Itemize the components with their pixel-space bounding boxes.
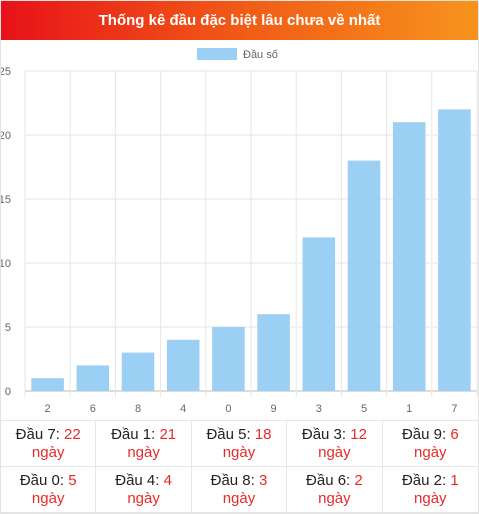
stat-label: Đầu 0:	[19, 472, 69, 489]
stat-cell: Đầu 9: 6 ngày	[382, 421, 478, 467]
stat-value: 2	[354, 472, 363, 489]
bar	[438, 109, 471, 392]
x-tick-label: 5	[361, 403, 367, 415]
stat-unit: ngày	[31, 490, 65, 507]
y-tick-label: 20	[1, 130, 11, 142]
stat-unit: ngày	[414, 444, 447, 461]
stat-value: 22	[64, 426, 81, 443]
x-tick-label: 4	[180, 403, 186, 415]
stat-value: 21	[159, 426, 177, 443]
stat-cell: Đầu 6: 2 ngày	[287, 467, 383, 513]
stat-cell: Đầu 2: 1 ngày	[382, 467, 478, 513]
bar	[257, 314, 290, 391]
stat-label: Đầu 1:	[111, 426, 160, 443]
stat-value: 12	[350, 426, 367, 443]
stat-value: 1	[450, 472, 459, 489]
stat-unit: ngày	[222, 444, 256, 461]
stat-label: Đầu 8:	[210, 472, 259, 489]
y-tick-label: 10	[1, 258, 11, 270]
bar	[347, 160, 381, 391]
panel-title-text: Thống kê đầu đặc biệt lâu chưa về nhất	[98, 12, 381, 29]
stat-unit: ngày	[31, 444, 65, 461]
stat-cell: Đầu 5: 18 ngày	[191, 421, 288, 467]
stat-unit: ngày	[127, 490, 160, 507]
y-tick-label: 25	[1, 66, 11, 78]
stat-cell: Đầu 1: 21 ngày	[96, 421, 192, 467]
stat-label: Đầu 6:	[306, 472, 355, 489]
stat-label: Đầu 5:	[206, 426, 255, 443]
bar	[121, 352, 155, 391]
stat-label: Đầu 4:	[115, 472, 164, 489]
stat-label: Đầu 9:	[401, 426, 451, 443]
legend-swatch	[197, 48, 237, 60]
y-tick-label: 15	[1, 194, 11, 206]
stat-cell: Đầu 0: 5 ngày	[1, 467, 97, 513]
bar-chart: Đầu số 0 5 10 15 20 25 2 6 8 4 0 9 3 5 1 7	[1, 48, 478, 415]
stat-cell: Đầu 4: 4 ngày	[96, 467, 192, 513]
legend-label: Đầu số	[243, 49, 278, 61]
bar	[76, 365, 110, 391]
stats-table: Đầu 7: 22 ngày Đầu 1: 21 ngày Đầu 5: 18 ngày Đ…	[1, 420, 478, 513]
stat-value: 4	[163, 472, 172, 489]
stat-label: Đầu 7:	[15, 426, 65, 443]
stat-value: 5	[68, 472, 77, 489]
x-tick-label: 8	[135, 403, 141, 415]
panel-title: Thống kê đầu đặc biệt lâu chưa về nhất	[1, 1, 478, 40]
y-tick-label: 0	[5, 386, 11, 398]
x-tick-label: 2	[45, 403, 51, 415]
bar	[302, 237, 336, 391]
bar	[31, 378, 64, 391]
stat-label: Đầu 3:	[301, 426, 351, 443]
stat-label: Đầu 2:	[401, 472, 451, 489]
stat-cell: Đầu 3: 12 ngày	[287, 421, 383, 467]
x-tick-label: 9	[271, 403, 277, 415]
bar	[212, 327, 245, 391]
stat-unit: ngày	[318, 444, 351, 461]
stat-unit: ngày	[127, 444, 160, 461]
stat-cell: Đầu 7: 22 ngày	[1, 421, 97, 467]
stat-unit: ngày	[414, 490, 447, 507]
stat-cell: Đầu 8: 3 ngày	[191, 467, 288, 513]
stat-value: 3	[259, 472, 268, 489]
x-tick-label: 0	[225, 403, 231, 415]
y-tick-label: 5	[5, 322, 11, 334]
x-tick-label: 1	[406, 403, 412, 415]
bar	[166, 339, 200, 391]
x-tick-label: 6	[90, 403, 96, 415]
x-tick-label: 3	[316, 403, 322, 415]
stat-value: 18	[254, 426, 272, 443]
stat-unit: ngày	[222, 490, 256, 507]
chart-area: Đầu số 0 5 10 15 20 25 2 6 8 4 0 9 3 5 1 7	[1, 40, 478, 420]
x-tick-label: 7	[451, 403, 457, 415]
bar	[392, 122, 426, 391]
stat-unit: ngày	[318, 490, 351, 507]
stat-value: 6	[450, 426, 459, 443]
